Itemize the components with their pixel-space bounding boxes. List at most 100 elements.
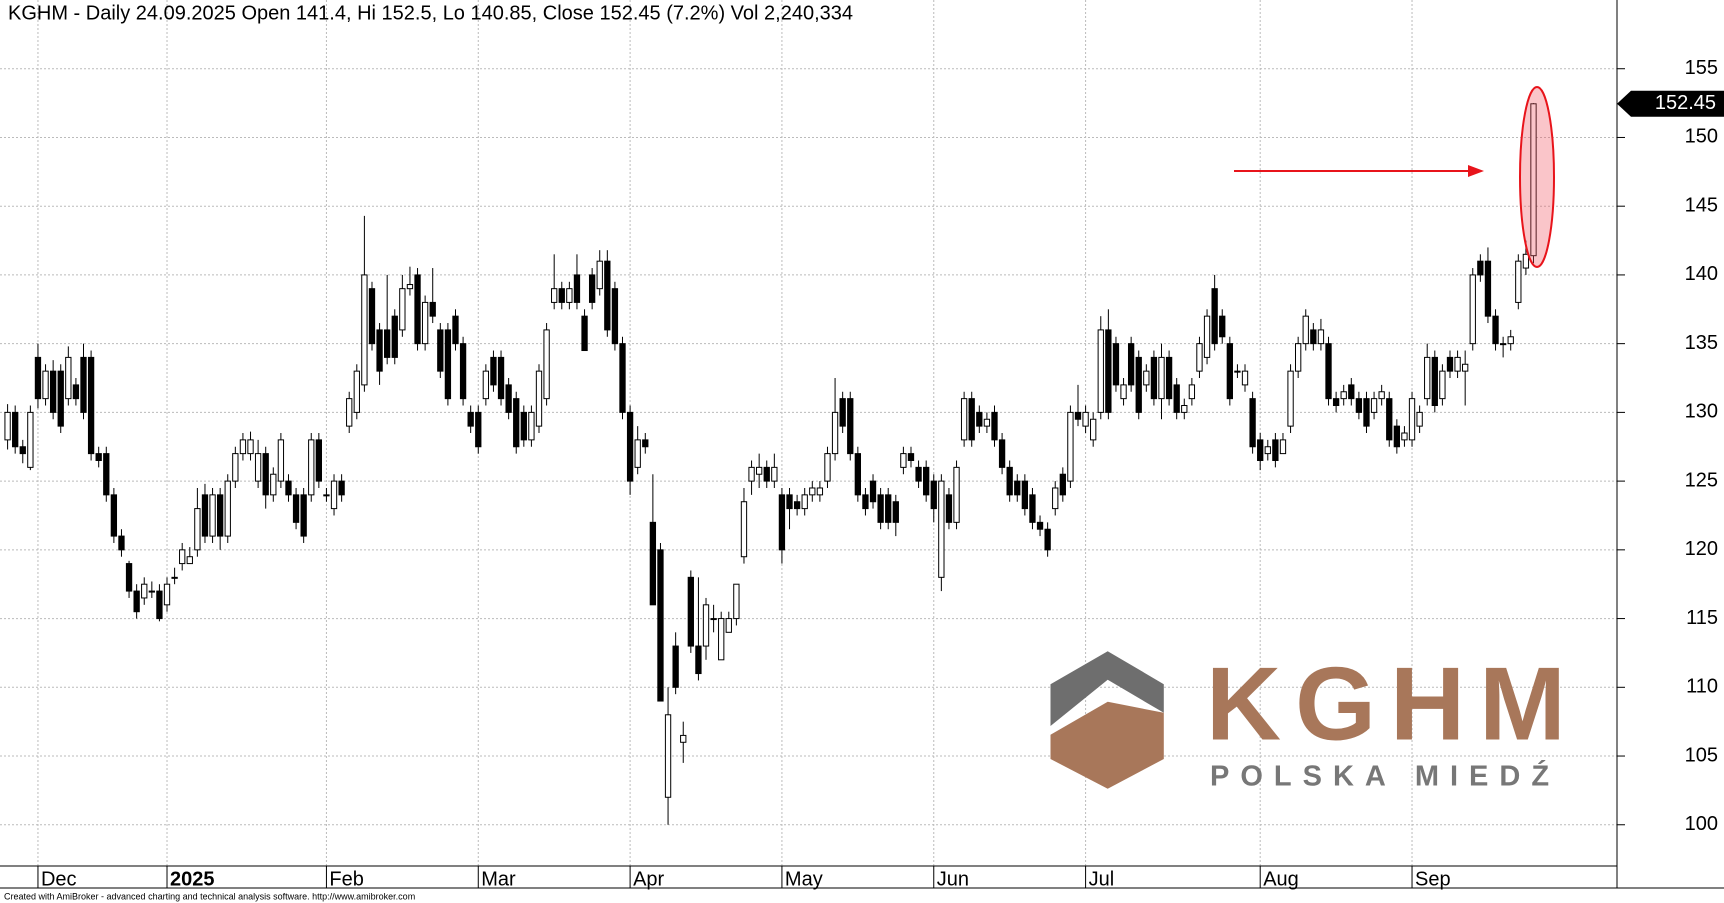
candle-body (862, 494, 869, 510)
candle-body (1211, 288, 1218, 345)
candle-body (452, 315, 459, 345)
candle-body (869, 480, 877, 503)
candle-body (513, 398, 520, 448)
candle-body (1181, 405, 1188, 413)
candle-body (793, 501, 801, 510)
candle-body (1158, 356, 1165, 400)
candle-body (262, 453, 269, 496)
candle-body (27, 411, 34, 468)
candle-body (930, 480, 937, 510)
candle-body (201, 494, 209, 537)
candle-body (1241, 370, 1249, 386)
candle-body (573, 274, 581, 303)
candle-body (1332, 398, 1340, 407)
chart-title: KGHM - Daily 24.09.2025 Open 141.4, Hi 1… (8, 2, 853, 24)
candle-body (179, 549, 186, 565)
candle-body (95, 453, 102, 461)
footer: Created with AmiBroker - advanced charti… (4, 891, 415, 901)
candle-body (72, 384, 80, 400)
candle-body (1279, 439, 1287, 455)
candle-body (19, 446, 26, 455)
candle-body (1340, 391, 1347, 400)
candle-body (998, 439, 1006, 468)
candle-body (740, 501, 748, 558)
candle-body (687, 576, 694, 647)
candle-body (4, 411, 11, 441)
candle-body (194, 508, 201, 551)
candle-body (604, 260, 611, 331)
candle-body (551, 288, 558, 303)
candle-body (611, 288, 619, 345)
candle-body (437, 329, 444, 372)
candle-body (1036, 521, 1044, 530)
y-tick-label: 105 (1685, 744, 1718, 766)
candle-body (103, 453, 110, 496)
candle-body (1173, 384, 1180, 413)
candle-body (1477, 260, 1484, 276)
candle-body (581, 315, 588, 352)
y-tick-label: 145 (1685, 194, 1718, 216)
last-price-tag (1617, 90, 1724, 117)
annotation-ellipse (1519, 86, 1555, 268)
candle-body (1272, 439, 1279, 461)
candle-body (900, 453, 907, 468)
candle-body (1021, 480, 1029, 510)
candle-body (285, 480, 292, 496)
candle-body (831, 411, 839, 455)
candle-body (133, 590, 140, 613)
candle-body (141, 583, 148, 599)
candle-body (87, 356, 95, 455)
candle-body (497, 356, 505, 400)
candle-body (960, 398, 968, 441)
candle-body (1105, 329, 1112, 413)
logo-top-shape (1050, 651, 1164, 726)
candle-body (186, 556, 193, 565)
candle-body (1067, 411, 1074, 482)
candle-body (1264, 446, 1271, 455)
candle-body (277, 439, 285, 482)
grid (0, 0, 1617, 866)
candle-body (1112, 343, 1120, 386)
x-tick-label: Feb (329, 868, 363, 890)
candle-body (459, 343, 467, 400)
logo-tagline: POLSKA MIEDŹ (1210, 759, 1560, 793)
candle-body (338, 480, 345, 496)
candle-body (839, 398, 846, 427)
logo (1050, 651, 1164, 789)
y-tick-label: 125 (1685, 469, 1718, 491)
candle-body (406, 284, 414, 290)
candle-body (1515, 260, 1522, 303)
candle-body (1052, 487, 1059, 510)
candle-body (254, 453, 262, 482)
candle-body (755, 466, 763, 475)
candle-body (1522, 253, 1530, 269)
candle-body (57, 370, 64, 427)
candle-body (110, 494, 118, 537)
candle-body (1196, 343, 1203, 372)
candle-body (1310, 329, 1317, 345)
candle-body (1150, 356, 1158, 400)
candle-body (1044, 528, 1051, 551)
candle-body (634, 439, 641, 468)
candle-body (216, 494, 224, 537)
y-tick-label: 115 (1686, 607, 1718, 629)
candle-body (163, 583, 171, 606)
candle-body (49, 370, 57, 413)
candle-body (224, 480, 231, 537)
logo-name: KGHM (1206, 646, 1580, 762)
candle-body (816, 487, 824, 496)
candle-body (558, 288, 565, 303)
candle-body (953, 466, 960, 523)
x-tick-label: May (785, 868, 823, 890)
candle-body (247, 439, 254, 455)
candle-body (505, 384, 512, 413)
candle-body (308, 439, 315, 496)
candle-body (748, 466, 755, 482)
candle-body (1492, 315, 1499, 345)
candle-body (300, 494, 307, 537)
candle-body (1234, 370, 1241, 373)
candle-body (361, 274, 368, 386)
candle-body (1393, 425, 1401, 448)
candle-body (983, 418, 991, 427)
